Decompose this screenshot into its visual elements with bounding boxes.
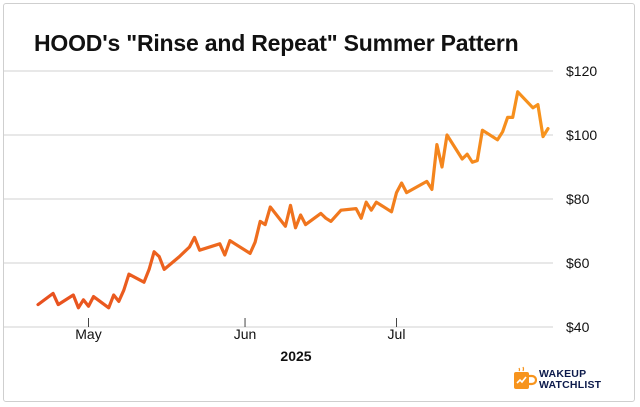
logo-line-2: WATCHLIST (539, 379, 602, 391)
x-axis-label: 2025 (280, 348, 311, 364)
x-tick-label: Jul (388, 326, 406, 342)
y-tick-label: $80 (566, 191, 590, 207)
coffee-mug-icon (514, 366, 537, 389)
x-tick-label: Jun (234, 326, 257, 342)
x-tick-label: May (75, 326, 101, 342)
y-tick-label: $40 (566, 319, 590, 335)
wakeup-watchlist-logo: WAKEUP WATCHLIST (513, 366, 628, 394)
y-tick-label: $60 (566, 255, 590, 271)
chart-title: HOOD's "Rinse and Repeat" Summer Pattern (34, 30, 519, 56)
y-tick-label: $120 (566, 63, 597, 79)
series-line (36, 90, 550, 310)
logo-line-1: WAKEUP (539, 368, 587, 380)
chart-card (3, 3, 635, 402)
y-tick-label: $100 (566, 127, 597, 143)
